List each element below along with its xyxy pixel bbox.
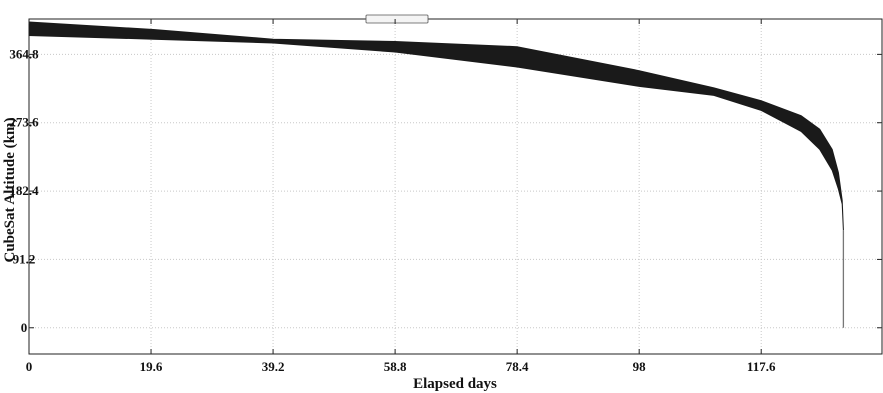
x-tick-label: 78.4 bbox=[506, 359, 529, 374]
legend-box bbox=[365, 14, 429, 24]
y-tick-label: 364.8 bbox=[9, 46, 39, 61]
x-axis-label: Elapsed days bbox=[413, 376, 497, 392]
x-tick-label: 58.8 bbox=[384, 359, 407, 374]
y-tick-label: 91.2 bbox=[13, 251, 36, 266]
x-tick-label: 98 bbox=[633, 359, 647, 374]
x-tick-label: 117.6 bbox=[747, 359, 776, 374]
y-tick-label: 0 bbox=[21, 320, 28, 335]
x-tick-labels: 0 19.6 39.2 58.8 78.4 98 117.6 bbox=[26, 359, 776, 374]
plot-area bbox=[28, 18, 883, 355]
y-axis-label: CubeSat Altitude (km) bbox=[2, 117, 18, 262]
altitude-band bbox=[28, 21, 844, 231]
series-layer bbox=[28, 21, 845, 328]
y-tick-label: 273.6 bbox=[9, 115, 39, 130]
x-tick-label: 19.6 bbox=[140, 359, 163, 374]
x-tick-label: 39.2 bbox=[262, 359, 285, 374]
x-tick-label: 0 bbox=[26, 359, 33, 374]
y-tick-label: 182.4 bbox=[9, 183, 39, 198]
y-tick-labels: 0 91.2 182.4 273.6 364.8 bbox=[9, 46, 39, 334]
tick-marks bbox=[28, 19, 882, 354]
